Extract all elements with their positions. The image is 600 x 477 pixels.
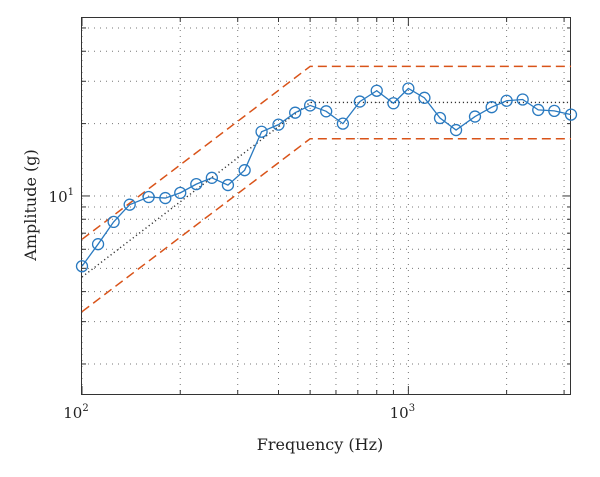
data-point-marker [91,238,105,251]
data-point-marker [449,123,463,137]
y-tick-label: 101 [49,187,74,206]
data-point-marker [564,108,578,121]
series-line-dotted-reference [81,101,571,278]
data-point-marker [468,110,482,123]
data-point-marker [548,104,561,117]
data-point-marker [205,171,219,184]
data-point-marker [174,186,187,200]
data-point-marker [221,178,235,192]
series-line-dashed-upper-limit [81,65,571,240]
series-line-solid-circle-markers [81,87,572,267]
series-layer [75,65,578,313]
grid-layer [81,18,571,394]
data-point-marker [516,93,529,106]
x-tick-label: 103 [390,403,415,422]
x-tick-label: 102 [63,403,88,422]
data-point-marker [500,94,513,107]
data-point-marker [433,111,447,125]
data-point-marker [402,82,415,95]
data-point-marker [353,95,366,108]
data-point-marker [238,164,251,177]
x-axis-label: Frequency (Hz) [257,435,384,454]
data-point-marker [272,118,285,131]
ticks-layer [81,18,571,394]
data-point-marker [370,84,383,97]
data-point-marker [75,260,89,273]
data-point-marker [255,125,268,138]
data-point-marker [123,198,136,211]
data-point-marker [142,190,155,204]
data-point-marker [190,177,203,191]
data-point-marker [303,99,317,112]
series-line-dashed-lower-limit [81,137,571,313]
plot-area-frame [81,17,571,395]
data-point-marker [159,191,172,205]
data-point-marker [418,91,431,104]
data-point-marker [107,215,120,229]
labels-layer: 102 103 101 [49,187,416,422]
data-point-marker [336,117,350,130]
data-point-marker [532,103,545,117]
data-point-marker [320,105,333,118]
data-point-marker [289,106,302,119]
data-point-marker [485,101,498,114]
y-axis-label: Amplitude (g) [21,149,40,261]
data-point-marker [387,97,400,110]
